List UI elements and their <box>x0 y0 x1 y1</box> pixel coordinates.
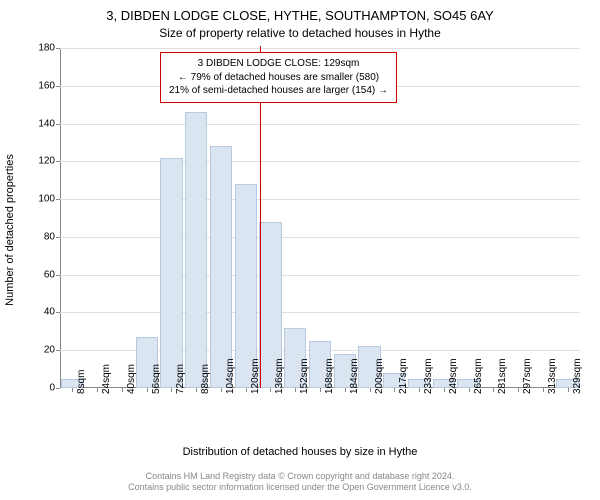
x-tick-mark <box>320 388 321 392</box>
x-tick-mark <box>171 388 172 392</box>
y-tick-mark <box>56 199 60 200</box>
grid-line <box>60 275 580 276</box>
y-axis-label: Number of detached properties <box>4 78 16 230</box>
plot-area: 0204060801001201401601808sqm24sqm40sqm56… <box>60 48 580 388</box>
info-box-line: 21% of semi-detached houses are larger (… <box>169 84 388 98</box>
y-tick-label: 20 <box>25 345 55 356</box>
x-tick-mark <box>419 388 420 392</box>
x-tick-mark <box>370 388 371 392</box>
x-tick-mark <box>147 388 148 392</box>
x-tick-mark <box>518 388 519 392</box>
x-tick-mark <box>270 388 271 392</box>
x-tick-label: 297sqm <box>522 358 533 394</box>
histogram-bar <box>235 184 257 388</box>
x-axis-label: Distribution of detached houses by size … <box>0 446 600 458</box>
x-tick-mark <box>568 388 569 392</box>
y-tick-mark <box>56 275 60 276</box>
x-tick-mark <box>469 388 470 392</box>
y-tick-label: 100 <box>25 194 55 205</box>
y-tick-label: 60 <box>25 269 55 280</box>
grid-line <box>60 312 580 313</box>
y-tick-mark <box>56 161 60 162</box>
x-tick-mark <box>493 388 494 392</box>
grid-line <box>60 48 580 49</box>
y-tick-mark <box>56 48 60 49</box>
x-tick-label: 217sqm <box>398 358 409 394</box>
chart-footer: Contains HM Land Registry data © Crown c… <box>0 471 600 494</box>
y-tick-label: 140 <box>25 118 55 129</box>
x-tick-mark <box>295 388 296 392</box>
histogram-bar <box>210 146 232 388</box>
info-box-line: 3 DIBDEN LODGE CLOSE: 129sqm <box>169 57 388 71</box>
y-axis-line <box>60 48 61 388</box>
x-tick-mark <box>221 388 222 392</box>
x-tick-label: 281sqm <box>497 358 508 394</box>
footer-line-2: Contains public sector information licen… <box>0 482 600 494</box>
x-tick-mark <box>122 388 123 392</box>
x-tick-label: 233sqm <box>423 358 434 394</box>
y-tick-mark <box>56 86 60 87</box>
grid-line <box>60 161 580 162</box>
x-tick-mark <box>97 388 98 392</box>
x-tick-label: 249sqm <box>448 358 459 394</box>
footer-line-1: Contains HM Land Registry data © Crown c… <box>0 471 600 483</box>
x-tick-mark <box>345 388 346 392</box>
y-tick-label: 120 <box>25 156 55 167</box>
x-tick-label: 24sqm <box>101 364 112 394</box>
info-box: 3 DIBDEN LODGE CLOSE: 129sqm← 79% of det… <box>160 52 397 103</box>
x-tick-mark <box>394 388 395 392</box>
y-tick-mark <box>56 350 60 351</box>
x-tick-mark <box>72 388 73 392</box>
chart-container: 3, DIBDEN LODGE CLOSE, HYTHE, SOUTHAMPTO… <box>0 0 600 500</box>
histogram-bar <box>185 112 207 388</box>
grid-line <box>60 124 580 125</box>
x-tick-label: 8sqm <box>76 370 87 394</box>
x-tick-mark <box>246 388 247 392</box>
y-tick-label: 40 <box>25 307 55 318</box>
y-tick-label: 0 <box>25 383 55 394</box>
x-tick-label: 265sqm <box>473 358 484 394</box>
grid-line <box>60 199 580 200</box>
y-tick-mark <box>56 124 60 125</box>
x-tick-label: 313sqm <box>547 358 558 394</box>
x-tick-mark <box>196 388 197 392</box>
grid-line <box>60 237 580 238</box>
x-tick-mark <box>444 388 445 392</box>
y-tick-mark <box>56 388 60 389</box>
histogram-bar <box>160 158 182 388</box>
x-tick-label: 329sqm <box>572 358 583 394</box>
y-tick-mark <box>56 237 60 238</box>
y-tick-mark <box>56 312 60 313</box>
y-tick-label: 180 <box>25 43 55 54</box>
info-box-line: ← 79% of detached houses are smaller (58… <box>169 71 388 85</box>
x-tick-mark <box>543 388 544 392</box>
chart-title: 3, DIBDEN LODGE CLOSE, HYTHE, SOUTHAMPTO… <box>0 8 600 23</box>
y-tick-label: 160 <box>25 80 55 91</box>
y-tick-label: 80 <box>25 231 55 242</box>
chart-subtitle: Size of property relative to detached ho… <box>0 26 600 40</box>
